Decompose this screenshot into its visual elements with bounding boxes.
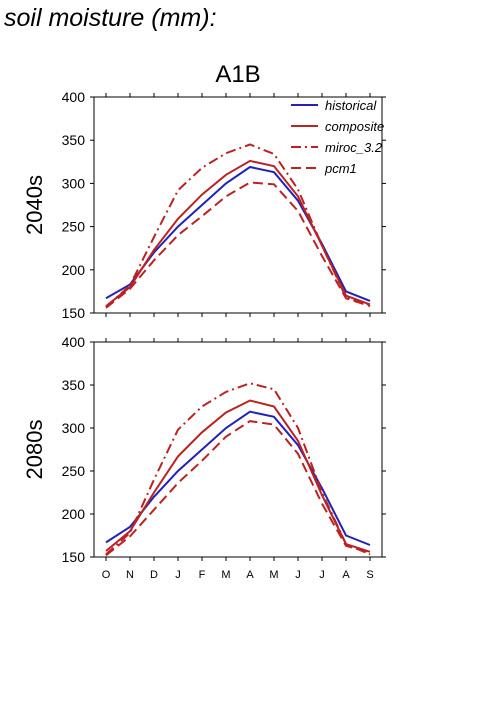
y-tick-label: 300: [62, 420, 86, 436]
y-tick-label: 150: [62, 305, 86, 321]
y-axis-label: 2040s: [22, 175, 47, 235]
x-tick-label: A: [246, 569, 254, 581]
series-line-miroc_3.2: [105, 382, 371, 556]
x-tick-label: J: [295, 569, 301, 581]
series-line-pcm1: [105, 181, 371, 309]
legend-label: composite: [325, 119, 384, 134]
y-tick-label: 200: [62, 506, 86, 522]
y-tick-label: 150: [62, 549, 86, 565]
series-line-historical: [105, 410, 371, 546]
x-tick-label: A: [342, 569, 350, 581]
y-tick-label: 200: [62, 262, 86, 278]
y-axis-label: 2080s: [22, 420, 47, 480]
series-line-composite: [105, 399, 371, 553]
x-tick-label: O: [102, 569, 111, 581]
legend-label: miroc_3.2: [325, 140, 383, 155]
x-tick-label: D: [150, 569, 158, 581]
plot-frame: [93, 341, 383, 558]
x-tick-label: M: [221, 569, 230, 581]
y-tick-label: 250: [62, 219, 86, 235]
y-tick-label: 350: [62, 377, 86, 393]
x-tick-label: N: [126, 569, 134, 581]
legend-label: historical: [325, 98, 377, 113]
page-title: soil moisture (mm):: [4, 4, 217, 32]
y-tick-label: 400: [62, 89, 86, 105]
y-tick-label: 250: [62, 463, 86, 479]
y-tick-label: 300: [62, 175, 86, 191]
x-tick-label: J: [175, 569, 181, 581]
x-tick-label: J: [319, 569, 325, 581]
legend-label: pcm1: [324, 161, 357, 176]
y-tick-label: 350: [62, 132, 86, 148]
series-line-miroc_3.2: [105, 143, 371, 308]
y-tick-label: 400: [62, 334, 86, 350]
plot-frame: [93, 96, 383, 314]
series-line-historical: [105, 165, 371, 302]
x-tick-label: M: [269, 569, 278, 581]
chart-title: A1B: [215, 61, 260, 88]
x-tick-label: S: [366, 569, 373, 581]
series-line-pcm1: [105, 420, 371, 557]
series-line-composite: [105, 159, 371, 307]
x-tick-label: F: [199, 569, 206, 581]
